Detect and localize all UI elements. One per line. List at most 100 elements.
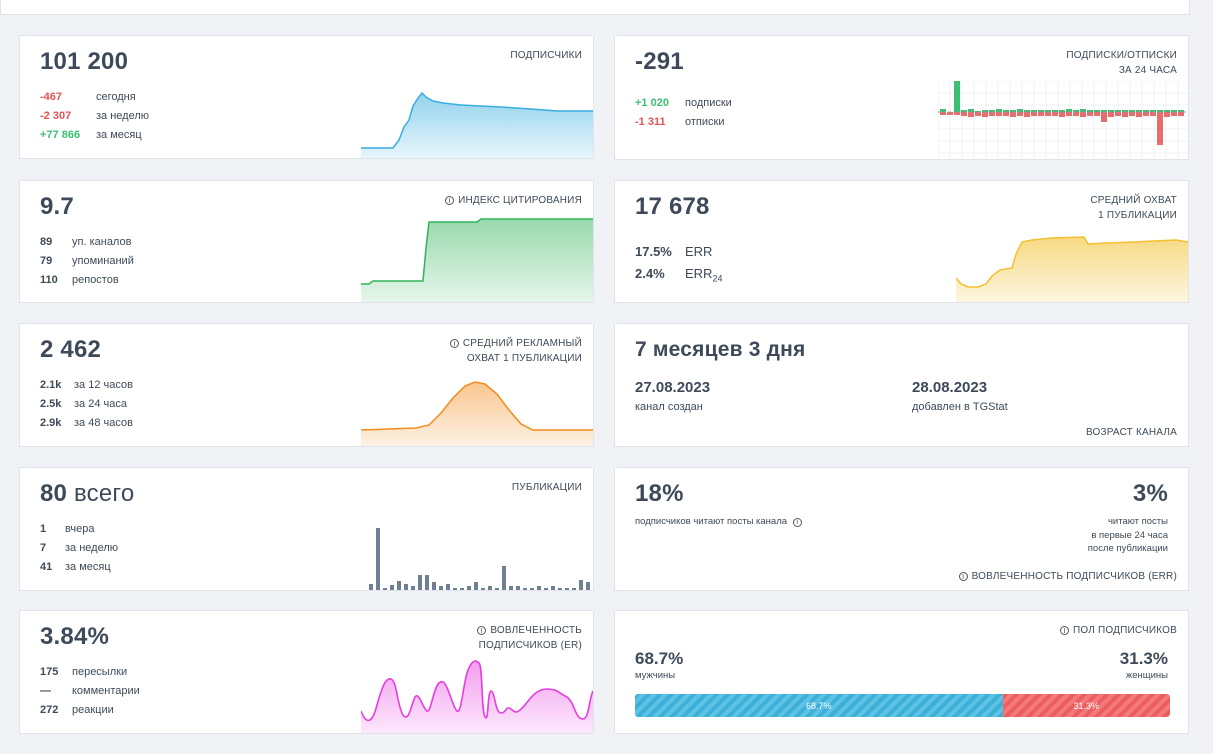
- stat-row: 272 реакции: [40, 701, 140, 720]
- subscribe-bar: [1003, 110, 1009, 112]
- subscribers-chart[interactable]: [361, 92, 593, 158]
- er-chart[interactable]: [361, 653, 593, 733]
- reach-value: 17 678: [635, 193, 710, 220]
- created-label: канал создан: [635, 401, 703, 413]
- unsubscribe-bar: [1178, 112, 1184, 116]
- stat-value: 272: [40, 704, 59, 716]
- info-icon[interactable]: i: [792, 518, 802, 527]
- gender-bar[interactable]: 68.7% 31.3%: [635, 694, 1170, 717]
- er-label: i вовлеченность подписчиков (ER): [477, 623, 582, 653]
- stat-text: за 12 часов: [74, 379, 133, 391]
- err-engagement-card[interactable]: 18% подписчиков читают посты канала i 3%…: [614, 467, 1189, 591]
- stat-text: сегодня: [96, 91, 136, 103]
- unsubscribe-bar: [961, 112, 967, 116]
- stat-value: 79: [40, 255, 53, 267]
- unsubscribe-bar: [1115, 112, 1121, 116]
- subs-unsubs-card[interactable]: -291 подписки/отписки за 24 часа +1 020 п…: [614, 35, 1189, 160]
- unsubscribe-bar: [1038, 112, 1044, 116]
- stat-text: за месяц: [96, 129, 142, 141]
- posts-bar: [425, 575, 429, 590]
- added-label: добавлен в TGStat: [912, 401, 1008, 413]
- stat-row: -467 сегодня: [40, 88, 149, 107]
- ad-reach-line: [361, 381, 593, 431]
- unsubscribe-bar: [1136, 112, 1142, 117]
- unsubscribe-bar: [1143, 112, 1149, 116]
- subscribe-bar: [982, 110, 988, 112]
- male-segment: 68.7%: [635, 694, 1003, 717]
- stat-value: —: [40, 685, 51, 697]
- subscribers-card[interactable]: 101 200 подписчики -467 сегодня -2 307 за …: [19, 35, 594, 159]
- stat-text: репостов: [72, 274, 119, 286]
- er-card[interactable]: 3.84% i вовлеченность подписчиков (ER) 17…: [19, 610, 594, 734]
- subscribe-bar: [1136, 110, 1142, 112]
- unsubscribe-bar: [1108, 112, 1114, 117]
- added-date: 28.08.2023: [912, 379, 988, 396]
- er-stats: 175 пересылки — комментарии 272 реакции: [40, 663, 140, 720]
- subscribe-bar: [1017, 109, 1023, 112]
- ad-reach-card[interactable]: 2 462 i средний рекламный охват 1 публика…: [19, 323, 594, 447]
- stat-row: 7 за неделю: [40, 539, 118, 558]
- subscribers-stats: -467 сегодня -2 307 за неделю +77 866 за ме…: [40, 88, 149, 145]
- posts-bar: [488, 586, 492, 590]
- label-text: индекс цитирования: [458, 195, 582, 206]
- unsubscribe-bar: [1017, 112, 1023, 116]
- subscribers-count: 101 200: [40, 48, 129, 75]
- stat-value: 7: [40, 542, 47, 554]
- subscribe-bar: [1024, 110, 1030, 112]
- citation-area: [361, 219, 593, 302]
- subscribe-bar: [961, 110, 967, 112]
- subscribe-bar: [1157, 110, 1163, 112]
- stat-text: за 24 часа: [74, 398, 127, 410]
- posts-chart[interactable]: [361, 524, 593, 590]
- citation-chart[interactable]: [361, 218, 593, 302]
- stat-value: 175: [40, 666, 59, 678]
- posts-total: 80 всего: [40, 480, 134, 508]
- stat-row: +77 866 за месяц: [40, 126, 149, 145]
- reach-card[interactable]: 17 678 средний охват 1 публикации 17.5% E…: [614, 180, 1189, 303]
- info-icon[interactable]: i: [477, 626, 487, 635]
- posts-bar: [432, 582, 436, 590]
- unsubscribe-bar: [1003, 112, 1009, 116]
- err-read-share: 18%: [635, 480, 684, 507]
- posts-bar: [495, 588, 499, 590]
- label-text: вовлеченность подписчиков (ERR): [971, 571, 1177, 582]
- info-icon[interactable]: i: [1060, 626, 1069, 635]
- posts-bar: [579, 580, 583, 590]
- female-segment: 31.3%: [1002, 694, 1170, 717]
- posts-bar: [369, 584, 373, 590]
- ad-reach-chart[interactable]: [361, 380, 593, 446]
- text-line: после публикации: [1087, 543, 1168, 554]
- stat-value: 41: [40, 561, 53, 573]
- posts-bar: [537, 586, 541, 590]
- info-icon[interactable]: i: [445, 196, 455, 205]
- stat-row: 2.5k за 24 часа: [40, 395, 133, 414]
- posts-bar: [467, 586, 471, 590]
- citation-card[interactable]: 9.7 i индекс цитирования 89 уп. каналов 79…: [19, 180, 594, 303]
- info-icon[interactable]: i: [958, 572, 968, 581]
- info-icon[interactable]: i: [449, 339, 459, 348]
- female-percent: 31.3%: [1119, 649, 1168, 668]
- stat-row: 79 упоминаний: [40, 252, 134, 271]
- stat-value: 2.1k: [40, 379, 62, 391]
- stat-value: -2 307: [40, 110, 72, 122]
- subs-unsubs-chart[interactable]: [938, 81, 1188, 159]
- posts-bar: [397, 581, 401, 590]
- unsubscribe-bar: [1052, 112, 1058, 116]
- stat-text: комментарии: [72, 685, 140, 697]
- label-line: i вовлеченность: [477, 623, 582, 638]
- posts-card[interactable]: 80 всего публикации 1 вчера 7 за неделю 41…: [19, 467, 594, 591]
- reach-chart[interactable]: [956, 236, 1188, 302]
- posts-count: 80: [40, 480, 68, 507]
- err24-text: читают посты в первые 24 часа после публ…: [1088, 515, 1168, 556]
- subscribe-bar: [1087, 110, 1093, 112]
- subscribe-bar: [1094, 110, 1100, 112]
- unsubscribe-bar: [1080, 112, 1086, 117]
- stat-row: 2.9k за 48 часов: [40, 414, 133, 433]
- gender-card[interactable]: i пол подписчиков 68.7% мужчины 31.3% жен…: [614, 610, 1189, 734]
- citation-index-value: 9.7: [40, 193, 74, 220]
- stat-value: 89: [40, 236, 53, 248]
- subscribers-area: [361, 93, 593, 158]
- created-date: 27.08.2023: [635, 379, 711, 396]
- unsubscribe-bar: [1094, 112, 1100, 116]
- channel-age-card[interactable]: 7 месяцев 3 дня 27.08.2023 канал создан …: [614, 323, 1189, 447]
